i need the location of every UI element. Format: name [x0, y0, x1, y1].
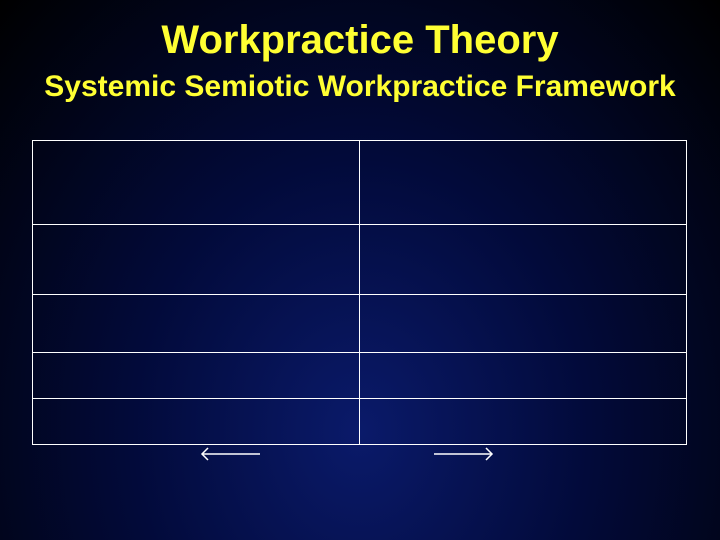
table-row [33, 295, 687, 353]
table-cell [360, 295, 687, 353]
table-row [33, 399, 687, 445]
table-cell [33, 141, 360, 225]
table-cell [33, 353, 360, 399]
slide-subtitle: Systemic Semiotic Workpractice Framework [0, 70, 720, 104]
table-cell [360, 141, 687, 225]
left-arrow-icon [200, 446, 262, 462]
slide: Workpractice Theory Systemic Semiotic Wo… [0, 0, 720, 540]
table-cell [360, 225, 687, 295]
table-cell [360, 353, 687, 399]
right-arrow-icon [432, 446, 494, 462]
framework-table [32, 140, 687, 445]
table-cell [33, 225, 360, 295]
table-row [33, 141, 687, 225]
table-cell [33, 399, 360, 445]
table-row [33, 225, 687, 295]
table-cell [33, 295, 360, 353]
table-cell [360, 399, 687, 445]
table-row [33, 353, 687, 399]
slide-title: Workpractice Theory [0, 18, 720, 63]
